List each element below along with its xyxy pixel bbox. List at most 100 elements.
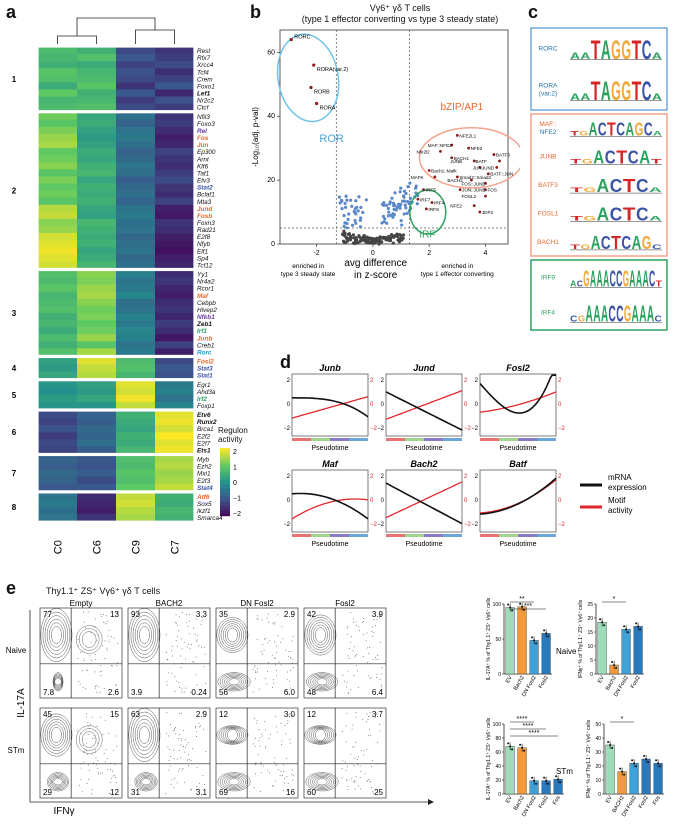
event-dot <box>366 748 368 750</box>
data-point <box>521 605 524 608</box>
event-dot <box>100 665 102 667</box>
event-dot <box>347 626 349 628</box>
heatmap-cell <box>77 240 116 248</box>
heatmap-cell <box>38 141 77 149</box>
heatmap-cell <box>155 298 194 307</box>
event-dot <box>356 759 358 761</box>
plot-frame <box>479 373 557 437</box>
flow-column-title: DN Fosl2 <box>240 599 274 608</box>
event-dot <box>96 640 98 642</box>
left-tick: 0 <box>475 498 479 504</box>
gene-label: Runx2 <box>197 419 217 426</box>
heatmap-cell <box>38 82 77 90</box>
gene-label: Stat3 <box>197 366 213 373</box>
event-dot <box>355 665 357 667</box>
flow-column-title: BACH2 <box>156 599 183 608</box>
gene-label: Cebpb <box>197 300 216 307</box>
quadrant-lr: 16 <box>286 788 295 797</box>
event-dot <box>289 687 291 689</box>
heatmap-cell <box>116 394 155 403</box>
heatmap-cell <box>155 68 194 76</box>
gene-label: Rorc <box>197 349 212 356</box>
motif-letter: C <box>609 300 616 326</box>
heatmap-cell <box>116 514 155 522</box>
motif-letter: T <box>570 187 582 194</box>
motif-letter: C <box>610 204 623 225</box>
event-dot <box>81 670 83 672</box>
bar <box>505 607 515 675</box>
event-dot <box>353 765 355 767</box>
heatmap-cell <box>116 68 155 76</box>
contour <box>132 715 157 755</box>
right-tick: −2 <box>370 426 378 432</box>
motif-letter: A <box>596 265 602 291</box>
heatmap-cell <box>116 469 155 478</box>
event-dot <box>377 658 379 660</box>
row-label: Naive <box>6 646 27 655</box>
event-dot <box>116 662 118 664</box>
heatmap-cell <box>38 190 77 198</box>
gene-label: E2f8 <box>197 234 211 241</box>
contour <box>134 718 154 752</box>
event-dot <box>350 753 352 755</box>
motif-letter: A <box>639 147 650 168</box>
motif-letter: C <box>649 265 655 291</box>
pseudotime-bar <box>480 438 499 441</box>
contour <box>310 727 330 743</box>
right-note: enriched in <box>441 263 473 270</box>
motif-point <box>387 210 391 214</box>
column-label: C0 <box>53 540 65 554</box>
left-tick: 2 <box>381 474 385 480</box>
colorbar-segment <box>220 509 230 512</box>
gene-label: Mta3 <box>197 199 212 206</box>
heatmap-cell <box>116 401 155 410</box>
event-dot <box>356 654 358 656</box>
event-dot <box>180 666 182 668</box>
event-dot <box>290 650 292 652</box>
event-dot <box>92 737 94 739</box>
event-dot <box>266 670 268 672</box>
heatmap-cell <box>116 312 155 321</box>
event-dot <box>173 749 175 751</box>
event-dot <box>116 745 118 747</box>
heatmap-cell <box>116 277 155 285</box>
event-dot <box>254 745 256 747</box>
x-axis-label: Pseudotime <box>312 541 349 548</box>
heatmap-cell <box>116 483 155 492</box>
event-dot <box>196 766 198 768</box>
heatmap-cell <box>38 327 77 335</box>
contour <box>310 674 334 689</box>
event-dot <box>262 644 264 646</box>
heatmap-cell <box>116 284 155 293</box>
event-dot <box>196 684 198 686</box>
event-dot <box>376 619 378 621</box>
event-dot <box>100 613 102 615</box>
event-dot <box>179 733 181 735</box>
heatmap-cell <box>38 176 77 184</box>
heatmap-cell <box>116 254 155 262</box>
event-dot <box>187 742 189 744</box>
event-dot <box>283 770 285 772</box>
irf-point <box>422 188 425 192</box>
event-dot <box>260 733 262 735</box>
contour <box>52 672 64 692</box>
bzip-label: BACH2 <box>447 178 463 183</box>
event-dot <box>263 638 265 640</box>
heatmap-cell <box>155 277 194 285</box>
heatmap-cell <box>77 371 116 379</box>
motif-point <box>350 223 355 227</box>
x-arrowhead <box>428 799 434 805</box>
data-point <box>519 743 522 746</box>
event-dot <box>283 764 285 766</box>
motif-letter: A <box>649 187 662 194</box>
right-tick: −2 <box>464 426 472 432</box>
panel-label-b: b <box>250 2 261 22</box>
right-tick: 0 <box>464 402 468 408</box>
event-dot <box>171 672 173 674</box>
x-tick-label: -2 <box>313 250 319 257</box>
event-dot <box>341 731 343 733</box>
heatmap-cell <box>116 119 155 128</box>
colorbar-segment <box>220 448 230 450</box>
flow-plot: 93 3.33.9 0.24 <box>127 607 211 699</box>
event-dot <box>273 657 275 659</box>
